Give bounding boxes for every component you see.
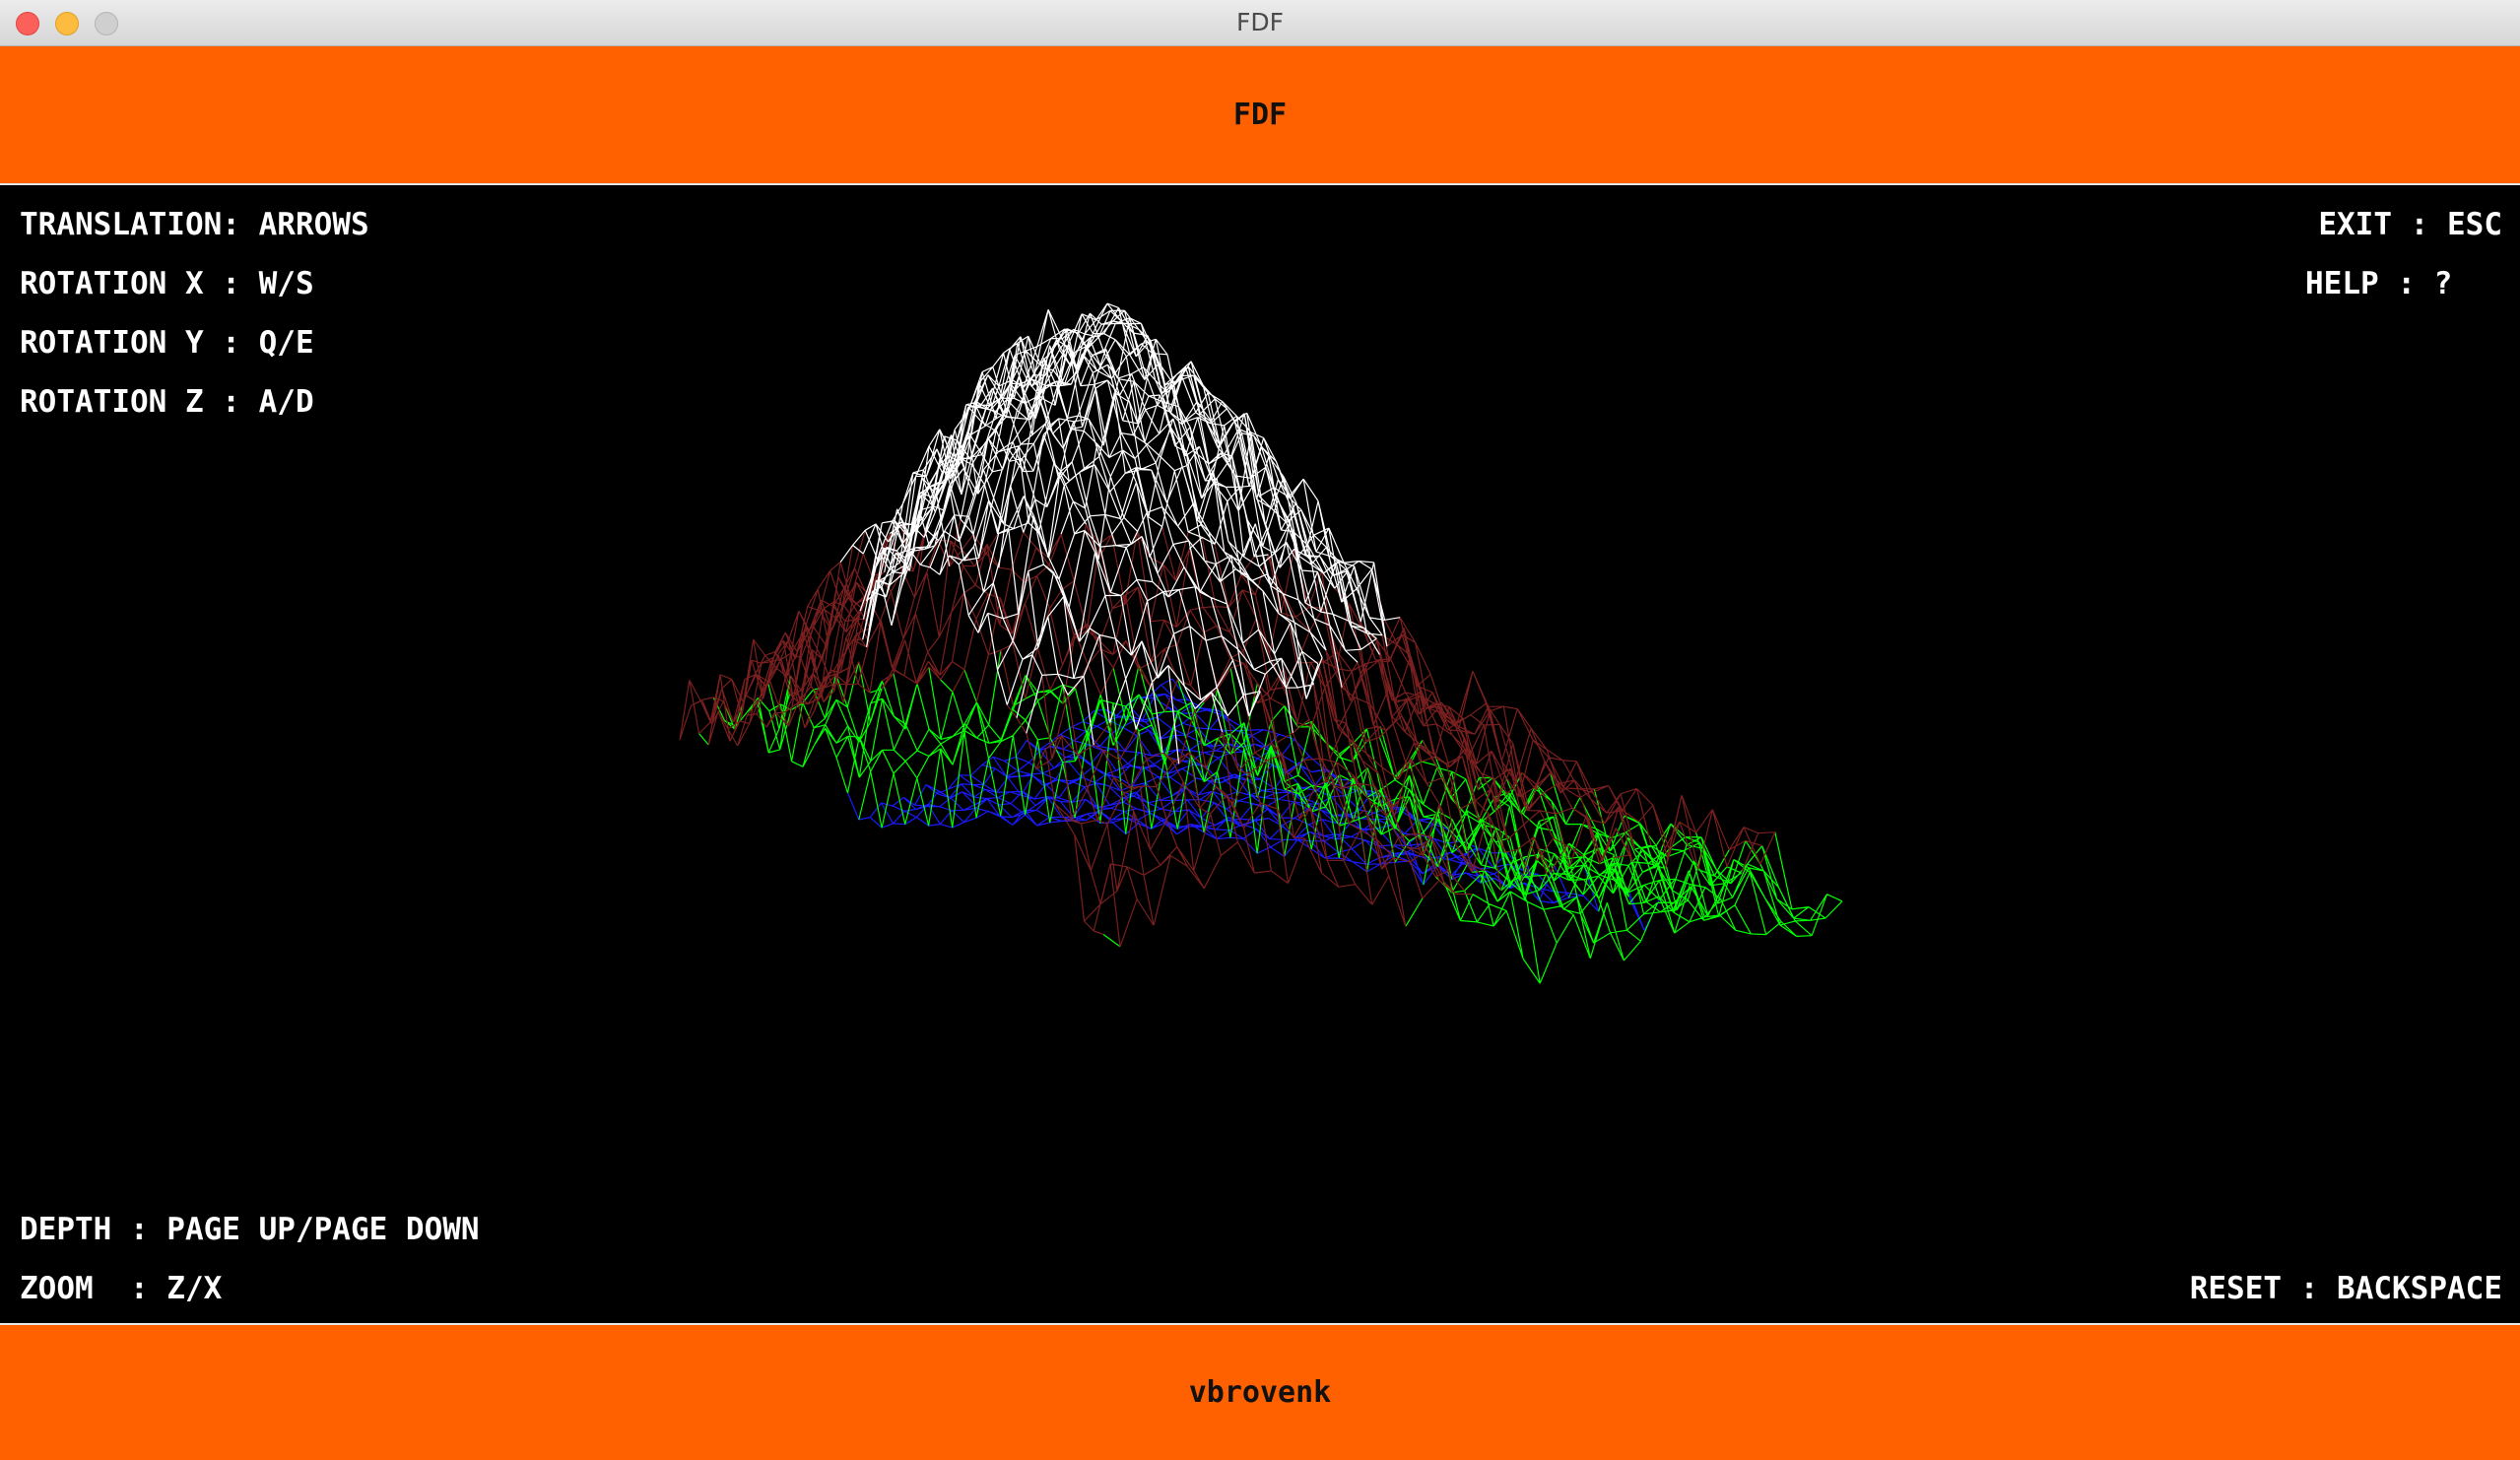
minimize-window-button[interactable] [55, 12, 79, 35]
footer-author: vbrovenk [1188, 1375, 1332, 1410]
window-title: FDF [1235, 8, 1284, 36]
hint-rotation-y: ROTATION Y : Q/E [20, 325, 314, 361]
terrain-peak-lines [839, 302, 1401, 764]
zoom-window-button[interactable] [95, 12, 118, 35]
hint-depth: DEPTH : PAGE UP/PAGE DOWN [20, 1212, 480, 1247]
hint-rotation-z: ROTATION Z : A/D [20, 384, 314, 420]
terrain-wireframe [679, 302, 1843, 984]
close-window-button[interactable] [16, 12, 39, 35]
hint-rotation-x: ROTATION X : W/S [20, 266, 314, 301]
wireframe-viewport[interactable]: TRANSLATION: ARROWS ROTATION X : W/S ROT… [0, 185, 2520, 1323]
footer-bar: vbrovenk [0, 1325, 2520, 1460]
footer-divider [0, 1323, 2520, 1325]
hint-help: HELP : ? [2305, 266, 2453, 301]
title-bar[interactable]: FDF [0, 0, 2520, 46]
header-title: FDF [1232, 98, 1288, 132]
header-bar: FDF [0, 46, 2520, 183]
hint-translation: TRANSLATION: ARROWS [20, 207, 369, 242]
header-divider [0, 183, 2520, 185]
hint-exit: EXIT : ESC [2318, 207, 2502, 242]
hint-reset: RESET : BACKSPACE [2189, 1271, 2502, 1306]
hint-zoom: ZOOM : Z/X [20, 1271, 223, 1306]
